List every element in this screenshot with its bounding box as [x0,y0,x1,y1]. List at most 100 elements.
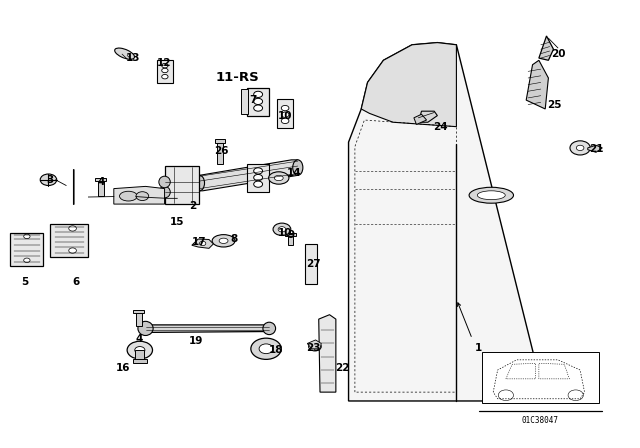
Polygon shape [145,325,269,332]
Polygon shape [319,314,336,392]
Bar [247,164,269,192]
Circle shape [253,91,262,98]
Ellipse shape [292,160,303,175]
Polygon shape [526,60,548,109]
Ellipse shape [138,321,153,336]
Ellipse shape [159,186,170,198]
Polygon shape [114,186,164,204]
Bar [241,90,248,114]
Circle shape [24,234,30,239]
Bar [305,244,317,284]
Text: 1: 1 [475,343,482,353]
Text: 10: 10 [278,228,292,238]
Bar [134,310,144,313]
Bar [287,235,293,245]
Ellipse shape [269,172,289,184]
Bar [98,179,104,196]
Circle shape [253,99,262,104]
Text: 11-RS: 11-RS [216,72,259,85]
Ellipse shape [219,238,228,243]
Circle shape [253,168,262,174]
Text: 01C38047: 01C38047 [522,415,559,425]
Polygon shape [307,340,321,349]
Ellipse shape [212,235,235,247]
Circle shape [570,141,590,155]
Text: 20: 20 [550,49,565,59]
Text: 8: 8 [231,234,238,245]
Text: 17: 17 [192,237,207,247]
Circle shape [162,68,168,73]
Polygon shape [414,114,427,125]
Bar [51,224,88,257]
Text: 4: 4 [136,334,143,344]
Text: 7: 7 [250,95,257,105]
Text: 2: 2 [189,201,196,211]
Ellipse shape [469,187,513,203]
Circle shape [282,112,289,117]
Bar [95,177,106,181]
Text: 23: 23 [307,343,321,353]
Ellipse shape [477,191,505,200]
Polygon shape [588,145,602,152]
Bar [164,167,200,204]
Text: 21: 21 [589,144,604,154]
Ellipse shape [263,322,276,335]
Ellipse shape [115,48,134,59]
Circle shape [282,105,289,111]
Bar [277,99,293,128]
Text: 27: 27 [307,259,321,269]
Text: 4: 4 [97,177,105,187]
Text: 13: 13 [125,53,140,63]
Text: 16: 16 [116,363,131,373]
Circle shape [308,342,321,351]
Circle shape [162,74,168,79]
Bar [157,60,173,83]
Bar [133,359,147,363]
Circle shape [127,341,152,359]
Polygon shape [539,36,554,60]
Circle shape [162,64,168,68]
Circle shape [135,347,145,353]
Bar [136,350,144,360]
Circle shape [253,174,262,181]
Text: 24: 24 [433,122,448,132]
Ellipse shape [120,191,138,201]
Bar [217,141,223,164]
Circle shape [24,258,30,263]
Polygon shape [349,43,545,401]
Circle shape [251,338,282,359]
Circle shape [253,181,262,187]
Circle shape [259,344,273,353]
Bar [10,233,44,266]
Text: 26: 26 [214,146,229,156]
Circle shape [282,118,289,124]
Bar [214,139,225,142]
Text: 12: 12 [157,57,172,68]
Bar [285,233,296,236]
Polygon shape [192,239,213,248]
Circle shape [68,248,76,253]
Circle shape [68,226,76,231]
Bar [247,88,269,116]
Circle shape [253,105,262,111]
Text: 25: 25 [547,99,562,110]
Text: 15: 15 [170,217,184,227]
Text: 18: 18 [268,345,283,355]
Text: 5: 5 [21,276,29,287]
Text: 10: 10 [278,111,292,121]
Ellipse shape [136,192,148,201]
Circle shape [200,241,206,246]
Ellipse shape [195,175,205,191]
Ellipse shape [275,175,284,181]
Polygon shape [361,43,456,127]
Text: 3: 3 [47,175,54,185]
Text: 14: 14 [287,168,302,178]
Bar [482,352,599,403]
Circle shape [278,227,285,232]
Bar [136,313,141,326]
Ellipse shape [159,176,170,188]
Circle shape [576,145,584,151]
Polygon shape [419,111,437,122]
Polygon shape [200,160,298,191]
Text: 6: 6 [72,276,79,287]
